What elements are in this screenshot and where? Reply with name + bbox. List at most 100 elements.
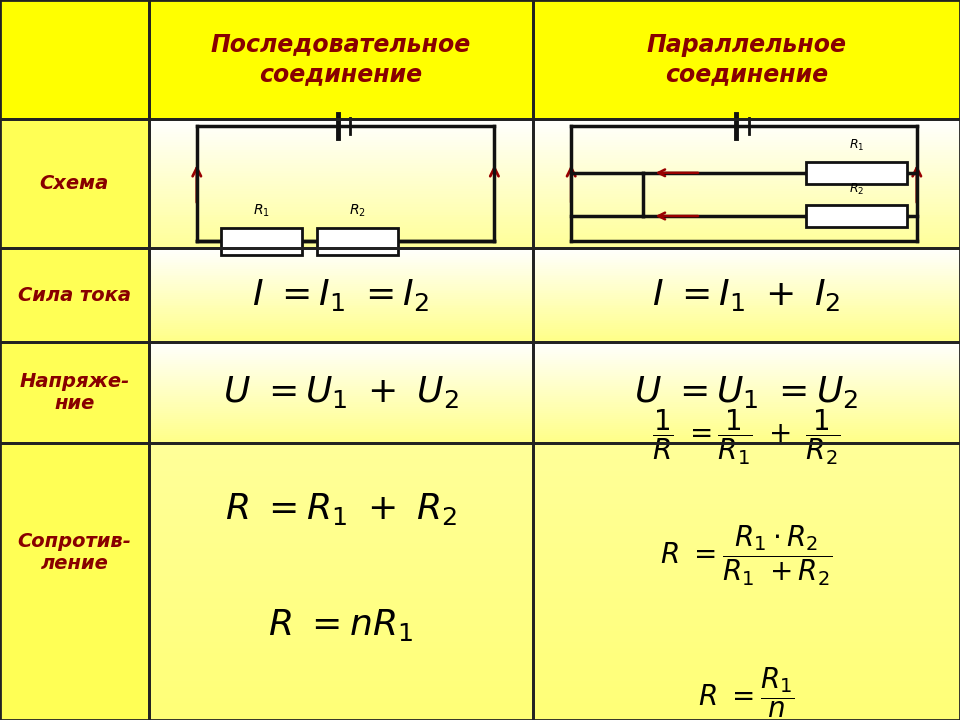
Bar bbox=[149, 210, 533, 212]
Bar bbox=[533, 184, 960, 186]
Bar bbox=[533, 320, 960, 321]
Bar bbox=[149, 482, 533, 487]
Bar bbox=[149, 335, 533, 336]
Bar bbox=[149, 267, 533, 269]
Bar bbox=[533, 189, 960, 192]
Bar bbox=[149, 388, 533, 390]
Bar bbox=[149, 342, 533, 344]
Bar bbox=[533, 260, 960, 261]
Bar bbox=[149, 293, 533, 295]
Bar bbox=[533, 323, 960, 325]
Bar bbox=[149, 327, 533, 329]
Bar bbox=[149, 166, 533, 168]
Bar bbox=[533, 248, 960, 251]
Bar bbox=[149, 302, 533, 305]
Bar bbox=[533, 202, 960, 204]
Bar bbox=[149, 441, 533, 443]
Bar bbox=[533, 254, 960, 256]
Bar bbox=[149, 246, 533, 248]
Bar bbox=[149, 410, 533, 413]
Bar bbox=[533, 509, 960, 515]
Bar bbox=[533, 387, 960, 388]
Bar bbox=[149, 531, 533, 537]
Bar bbox=[149, 282, 533, 284]
Bar bbox=[533, 526, 960, 531]
Bar bbox=[149, 709, 533, 714]
Bar bbox=[533, 284, 960, 286]
Bar bbox=[533, 135, 960, 137]
Bar bbox=[533, 420, 960, 423]
Bar bbox=[533, 435, 960, 437]
Bar bbox=[533, 659, 960, 665]
Bar bbox=[533, 408, 960, 410]
Bar bbox=[533, 166, 960, 168]
Bar bbox=[533, 425, 960, 427]
Bar bbox=[533, 423, 960, 425]
Bar bbox=[149, 360, 533, 362]
Bar bbox=[533, 179, 960, 181]
Bar bbox=[149, 420, 533, 423]
Bar bbox=[533, 681, 960, 687]
Bar bbox=[0, 119, 149, 248]
Bar bbox=[149, 161, 533, 163]
Bar bbox=[533, 364, 960, 366]
Bar bbox=[533, 204, 960, 207]
Bar bbox=[149, 248, 533, 251]
Bar bbox=[533, 358, 960, 360]
Bar bbox=[533, 400, 960, 402]
Bar bbox=[149, 620, 533, 626]
Bar bbox=[149, 336, 533, 338]
Bar bbox=[533, 176, 960, 179]
Bar bbox=[533, 197, 960, 199]
Bar bbox=[533, 243, 960, 246]
Bar bbox=[533, 282, 960, 284]
Bar bbox=[149, 338, 533, 340]
Bar bbox=[533, 129, 960, 132]
Bar bbox=[0, 248, 149, 342]
Bar bbox=[149, 372, 533, 374]
Bar bbox=[533, 316, 960, 318]
Bar bbox=[533, 372, 960, 374]
Bar bbox=[149, 163, 533, 166]
Text: $U\ =U_1\ =U_2$: $U\ =U_1\ =U_2$ bbox=[635, 374, 858, 410]
Bar bbox=[149, 603, 533, 609]
Bar bbox=[149, 299, 533, 301]
Bar bbox=[149, 207, 533, 210]
Bar bbox=[533, 233, 960, 235]
Bar bbox=[149, 387, 533, 388]
Bar bbox=[533, 119, 960, 248]
Bar bbox=[149, 417, 533, 418]
Bar bbox=[149, 377, 533, 378]
Bar bbox=[149, 124, 533, 127]
Bar bbox=[533, 415, 960, 417]
Bar bbox=[533, 127, 960, 129]
Bar bbox=[149, 537, 533, 543]
Bar bbox=[149, 127, 533, 129]
Bar bbox=[533, 174, 960, 176]
Bar bbox=[149, 0, 533, 119]
Bar bbox=[533, 410, 960, 413]
Bar bbox=[533, 498, 960, 504]
Bar bbox=[533, 215, 960, 217]
Text: $I\ =I_1\ =I_2$: $I\ =I_1\ =I_2$ bbox=[252, 277, 429, 313]
Bar bbox=[149, 168, 533, 171]
Bar bbox=[533, 329, 960, 330]
Bar bbox=[533, 521, 960, 526]
Bar bbox=[149, 548, 533, 554]
Bar bbox=[533, 140, 960, 142]
Text: $R_2$: $R_2$ bbox=[349, 202, 366, 219]
Text: Сила тока: Сила тока bbox=[18, 286, 131, 305]
Bar bbox=[533, 295, 960, 297]
Text: $U\ =U_1\ +\ U_2$: $U\ =U_1\ +\ U_2$ bbox=[223, 374, 459, 410]
Text: Параллельное
соединение: Параллельное соединение bbox=[646, 32, 847, 86]
Bar bbox=[149, 554, 533, 559]
Bar bbox=[149, 135, 533, 137]
Bar bbox=[533, 338, 960, 340]
Bar bbox=[533, 609, 960, 615]
Bar bbox=[149, 609, 533, 615]
Bar bbox=[149, 329, 533, 330]
Bar bbox=[149, 670, 533, 675]
Bar bbox=[533, 598, 960, 603]
Bar bbox=[149, 273, 533, 274]
Bar bbox=[533, 288, 960, 289]
